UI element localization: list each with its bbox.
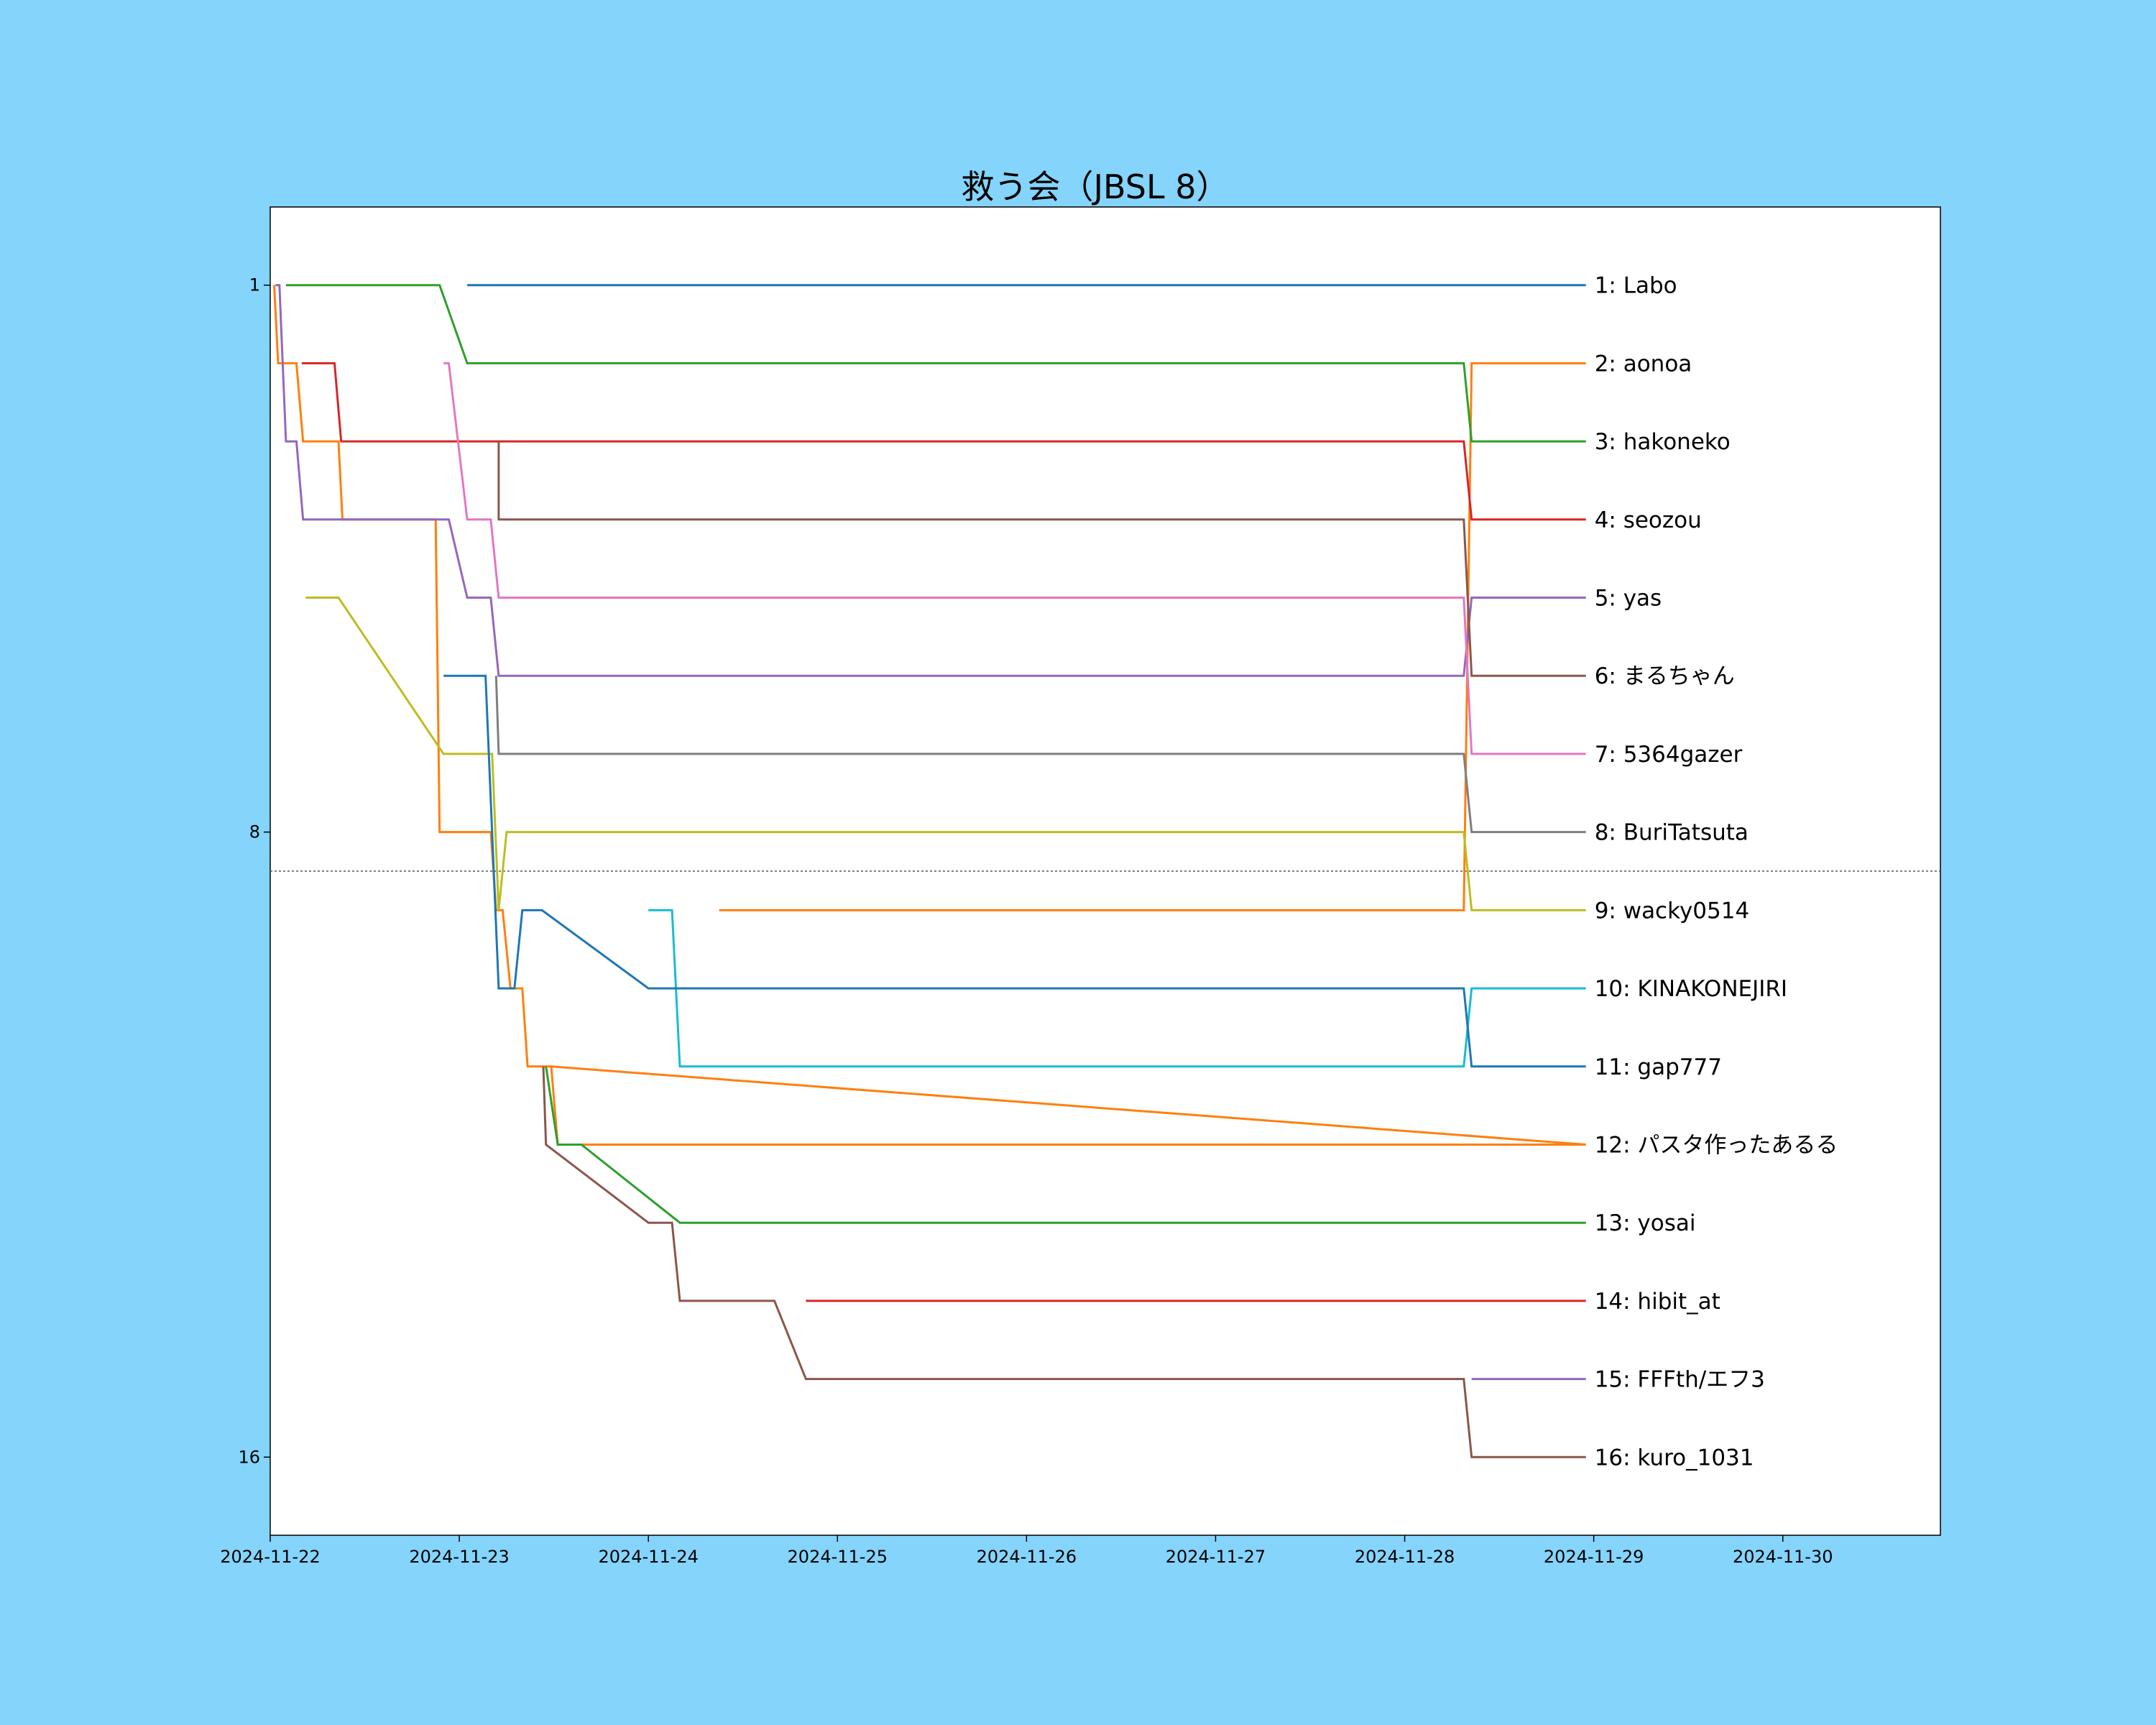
series-line — [305, 597, 1586, 911]
series-line — [301, 362, 1586, 521]
end-label: 1: Labo — [1595, 273, 1677, 299]
series-line — [648, 908, 1586, 1068]
x-tick-label: 2024-11-22 — [220, 1547, 320, 1567]
end-label: 13: yosai — [1595, 1210, 1696, 1236]
end-label: 5: yas — [1595, 586, 1662, 612]
series-line — [545, 1066, 1586, 1224]
chart-title: 救う会（JBSL 8） — [961, 167, 1229, 206]
x-tick-label: 2024-11-25 — [788, 1547, 888, 1567]
x-tick-label: 2024-11-29 — [1544, 1547, 1644, 1567]
end-label: 3: hakoneko — [1595, 429, 1731, 455]
x-tick-label: 2024-11-26 — [977, 1547, 1077, 1567]
y-tick-label: 8 — [249, 822, 260, 842]
end-labels: 1: Labo 2: aonoa 3: hakoneko 4: seozou 5: ya… — [1595, 273, 1838, 1471]
series-line — [443, 362, 1586, 755]
end-label: 16: kuro_1031 — [1595, 1445, 1754, 1471]
end-label: 6: まるちゃん — [1595, 663, 1735, 689]
series-layer — [273, 284, 1586, 1458]
x-tick-label: 2024-11-30 — [1733, 1547, 1833, 1567]
series-line — [542, 1066, 1586, 1458]
series-line — [275, 284, 1586, 677]
y-tick-label: 16 — [238, 1447, 260, 1467]
series-line — [273, 285, 1586, 1146]
plot-area — [270, 206, 1941, 1536]
end-label: 11: gap777 — [1595, 1054, 1722, 1080]
x-tick-label: 2024-11-27 — [1166, 1547, 1266, 1567]
series-line — [443, 674, 1586, 1068]
x-tick-label: 2024-11-23 — [409, 1547, 509, 1567]
series-line — [494, 676, 1586, 834]
series-line — [550, 1065, 1586, 1146]
end-label: 9: wacky0514 — [1595, 898, 1750, 924]
end-label: 2: aonoa — [1595, 351, 1692, 377]
end-label: 12: パスタ作ったあるる — [1595, 1132, 1838, 1158]
x-tick-label: 2024-11-24 — [598, 1547, 698, 1567]
x-tick-label: 2024-11-28 — [1355, 1547, 1455, 1567]
series-line — [497, 441, 1586, 677]
end-label: 15: FFFth/エフ3 — [1595, 1367, 1765, 1393]
end-label: 10: KINAKONEJIRI — [1595, 976, 1787, 1002]
y-tick-label: 1 — [249, 275, 260, 295]
x-axis: 2024-11-22 2024-11-23 2024-11-24 2024-11-25… — [220, 1535, 1833, 1567]
end-label: 8: BuriTatsuta — [1595, 820, 1749, 846]
end-label: 7: 5364gazer — [1595, 742, 1743, 768]
series-line — [285, 284, 1586, 443]
end-label: 14: hibit_at — [1595, 1289, 1720, 1315]
end-label: 4: seozou — [1595, 507, 1702, 533]
